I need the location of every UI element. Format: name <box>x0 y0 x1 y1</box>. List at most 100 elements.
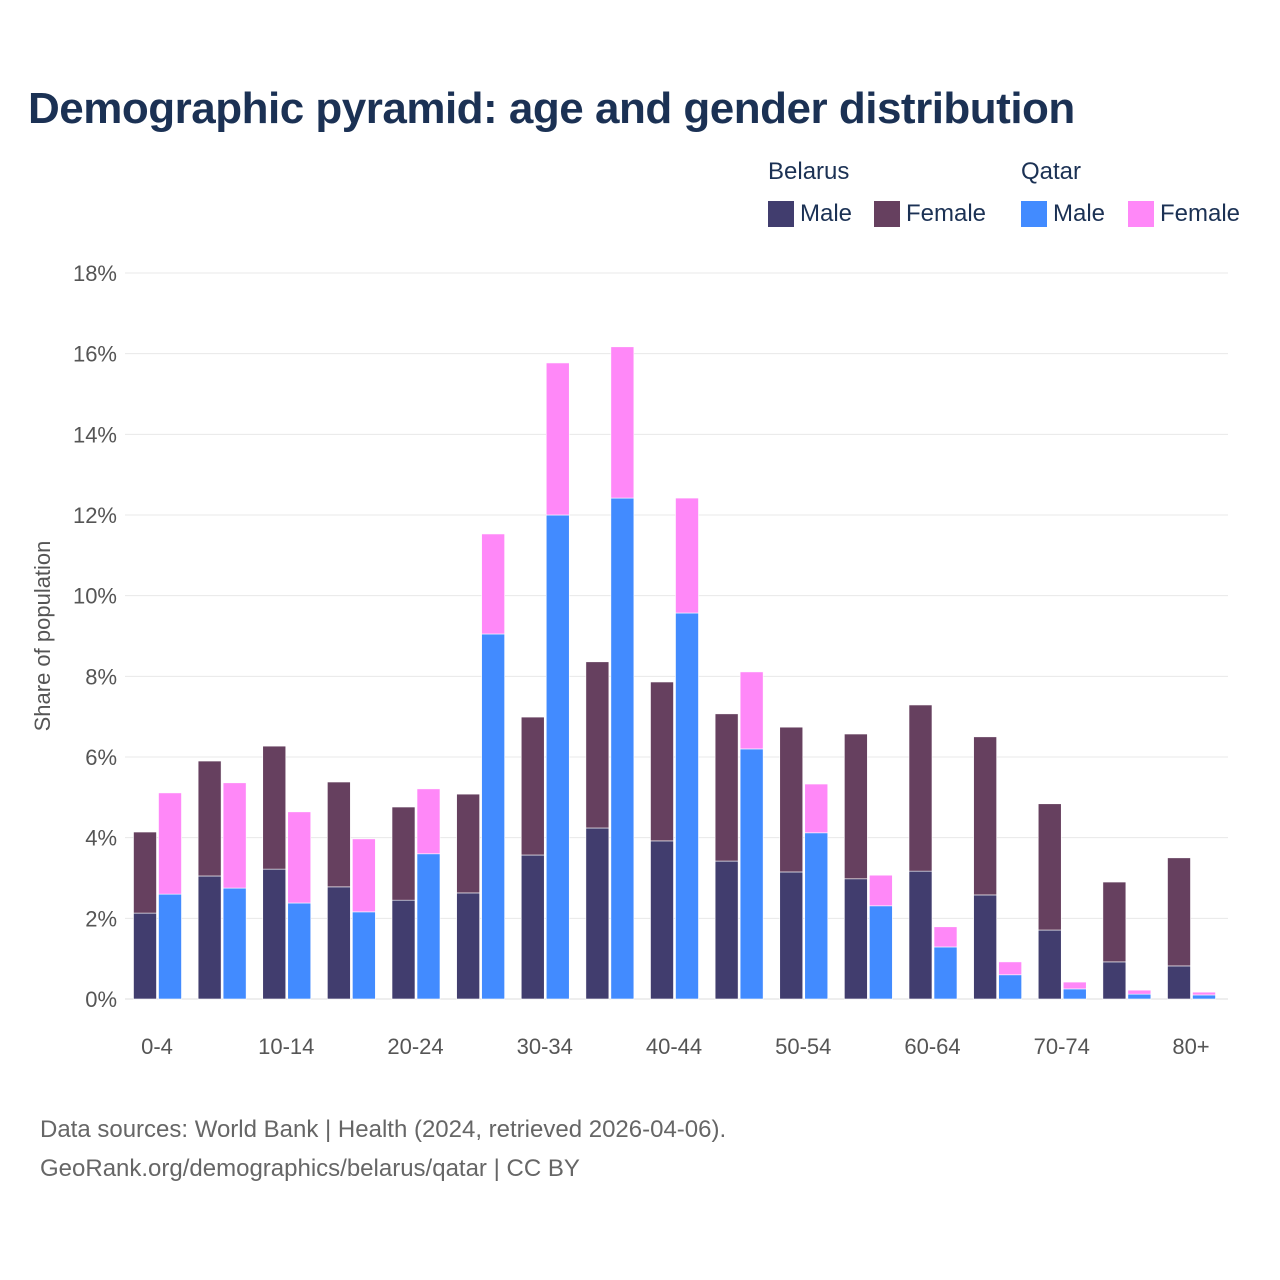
bar-qatar-male-80+[interactable] <box>1192 994 1216 1000</box>
bar-belarus-female-80+[interactable] <box>1167 857 1191 967</box>
bar-belarus-male-50-54[interactable] <box>779 871 804 1000</box>
legend-swatch <box>1021 201 1047 227</box>
bar-qatar-male-70-74[interactable] <box>1062 988 1087 1000</box>
legend-label: Male <box>1053 200 1106 227</box>
bar-qatar-female-75-79[interactable] <box>1127 989 1152 995</box>
bar-belarus-male-75-79[interactable] <box>1102 961 1127 1000</box>
bar-qatar-male-30-34[interactable] <box>545 514 570 1000</box>
bar-belarus-female-65-69[interactable] <box>973 736 997 896</box>
x-tick-label: 60-64 <box>904 1034 960 1059</box>
bar-qatar-male-60-64[interactable] <box>933 946 958 1000</box>
bar-qatar-female-15-19[interactable] <box>352 838 376 913</box>
bar-qatar-female-35-39[interactable] <box>610 346 635 499</box>
bar-belarus-female-0-4[interactable] <box>133 831 157 914</box>
bar-qatar-female-45-49[interactable] <box>739 671 764 750</box>
y-tick-label: 16% <box>73 342 117 367</box>
bar-belarus-female-20-24[interactable] <box>391 806 416 901</box>
bar-qatar-female-80+[interactable] <box>1192 991 1216 996</box>
y-tick-label: 6% <box>85 745 117 770</box>
bar-belarus-male-40-44[interactable] <box>650 840 674 1000</box>
bar-qatar-female-55-59[interactable] <box>869 874 893 907</box>
x-tick-label: 20-24 <box>387 1034 443 1059</box>
bar-qatar-male-5-9[interactable] <box>222 887 247 1000</box>
bar-qatar-female-10-14[interactable] <box>287 811 312 904</box>
bar-belarus-male-65-69[interactable] <box>973 894 997 1000</box>
bar-qatar-female-30-34[interactable] <box>545 362 570 516</box>
bar-belarus-male-55-59[interactable] <box>844 878 868 1000</box>
bar-belarus-female-5-9[interactable] <box>197 760 222 877</box>
y-tick-label: 8% <box>85 664 117 689</box>
bar-qatar-female-0-4[interactable] <box>158 792 182 895</box>
y-tick-label: 12% <box>73 503 117 528</box>
bar-qatar-female-25-29[interactable] <box>481 533 505 635</box>
bar-belarus-female-15-19[interactable] <box>327 781 351 888</box>
bar-belarus-male-60-64[interactable] <box>908 870 933 1000</box>
y-tick-label: 2% <box>85 906 117 931</box>
bar-qatar-male-55-59[interactable] <box>869 905 893 1000</box>
legend-belarus-male[interactable]: Male <box>768 200 852 228</box>
bar-qatar-female-60-64[interactable] <box>933 926 958 948</box>
bar-qatar-male-20-24[interactable] <box>416 853 441 1000</box>
footer-attribution: GeoRank.org/demographics/belarus/qatar |… <box>40 1155 580 1182</box>
bar-qatar-male-65-69[interactable] <box>998 974 1022 1000</box>
bar-belarus-female-75-79[interactable] <box>1102 881 1127 963</box>
bar-belarus-male-30-34[interactable] <box>520 854 545 1000</box>
footer-sources: Data sources: World Bank | Health (2024,… <box>40 1116 727 1143</box>
y-tick-label: 0% <box>85 987 117 1012</box>
bar-belarus-female-10-14[interactable] <box>262 745 287 870</box>
bar-qatar-male-25-29[interactable] <box>481 633 505 1000</box>
y-tick-label: 18% <box>73 261 117 286</box>
bar-belarus-female-25-29[interactable] <box>456 793 480 894</box>
x-tick-label: 30-34 <box>517 1034 573 1059</box>
legend-swatch <box>874 201 900 227</box>
y-tick-label: 4% <box>85 826 117 851</box>
bar-qatar-female-20-24[interactable] <box>416 788 441 855</box>
bar-qatar-female-5-9[interactable] <box>222 782 247 889</box>
bar-belarus-female-45-49[interactable] <box>714 713 739 862</box>
bar-qatar-male-35-39[interactable] <box>610 497 635 1000</box>
bar-qatar-male-15-19[interactable] <box>352 911 376 1000</box>
bar-belarus-male-45-49[interactable] <box>714 860 739 1000</box>
bar-qatar-female-40-44[interactable] <box>675 497 699 614</box>
bar-qatar-male-75-79[interactable] <box>1127 993 1152 1000</box>
bar-qatar-male-0-4[interactable] <box>158 893 182 1000</box>
bar-qatar-female-50-54[interactable] <box>804 783 829 834</box>
x-tick-label: 0-4 <box>141 1034 173 1059</box>
bar-qatar-male-40-44[interactable] <box>675 612 699 1000</box>
bar-qatar-male-50-54[interactable] <box>804 832 829 1000</box>
legend-qatar-male[interactable]: Male <box>1021 200 1105 228</box>
x-tick-label: 40-44 <box>646 1034 702 1059</box>
x-tick-label: 50-54 <box>775 1034 831 1059</box>
bar-qatar-male-45-49[interactable] <box>739 748 764 1000</box>
bar-qatar-female-65-69[interactable] <box>998 961 1022 976</box>
bar-belarus-male-0-4[interactable] <box>133 912 157 1000</box>
legend-label: Male <box>800 200 853 227</box>
legend-label: Female <box>1160 200 1241 227</box>
legend-label: Female <box>906 200 987 227</box>
legend-group-qatar: Qatar <box>1021 158 1082 185</box>
bar-belarus-female-35-39[interactable] <box>585 661 610 829</box>
bar-belarus-male-10-14[interactable] <box>262 868 287 1000</box>
bar-belarus-male-25-29[interactable] <box>456 892 480 1000</box>
legend-group-belarus: Belarus <box>768 158 850 185</box>
bar-belarus-male-5-9[interactable] <box>197 875 222 1000</box>
chart-area: 0% 2% 4% 6% 8% 10% 12% 14% 16% 18% 0-4 10-14 20-24 3… <box>30 261 1228 1059</box>
bar-belarus-female-50-54[interactable] <box>779 726 804 873</box>
bar-qatar-female-70-74[interactable] <box>1062 981 1087 990</box>
bar-belarus-male-80+[interactable] <box>1167 965 1191 1000</box>
bar-qatar-male-10-14[interactable] <box>287 902 312 1000</box>
bar-belarus-male-20-24[interactable] <box>391 899 416 1000</box>
legend-belarus-female[interactable]: Female <box>874 200 986 228</box>
bar-belarus-male-70-74[interactable] <box>1037 929 1062 1000</box>
bar-belarus-female-70-74[interactable] <box>1037 803 1062 931</box>
bar-belarus-female-30-34[interactable] <box>520 716 545 856</box>
bar-belarus-male-35-39[interactable] <box>585 827 610 1000</box>
bar-belarus-female-60-64[interactable] <box>908 704 933 872</box>
bar-belarus-female-40-44[interactable] <box>650 681 674 842</box>
x-tick-label: 70-74 <box>1034 1034 1090 1059</box>
bar-belarus-female-55-59[interactable] <box>844 733 868 880</box>
x-tick-label: 80+ <box>1172 1034 1209 1059</box>
chart-title: Demographic pyramid: age and gender dist… <box>28 84 1075 133</box>
legend-qatar-female[interactable]: Female <box>1128 200 1240 228</box>
bar-belarus-male-15-19[interactable] <box>327 886 351 1000</box>
